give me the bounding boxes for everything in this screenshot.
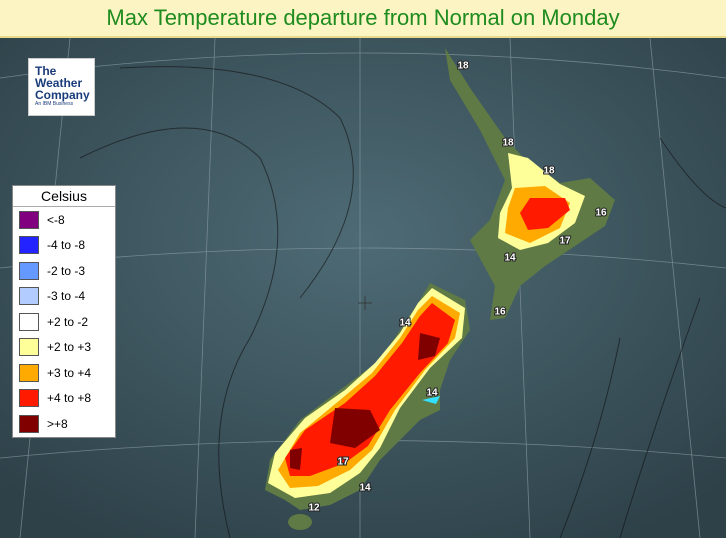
legend-swatch xyxy=(19,389,39,408)
legend-swatch xyxy=(19,363,39,382)
logo-tagline: An IBM Business xyxy=(35,101,74,107)
temperature-label: 17 xyxy=(559,236,571,247)
legend-item: +3 to +4 xyxy=(13,360,115,386)
legend-swatch xyxy=(19,312,39,331)
legend-swatch xyxy=(19,338,39,357)
temperature-label: 18 xyxy=(543,166,555,177)
legend-swatch xyxy=(19,414,39,433)
temperature-label: 14 xyxy=(426,388,438,399)
temperature-label: 17 xyxy=(337,457,349,468)
north-island xyxy=(445,48,615,320)
legend-swatch xyxy=(19,261,39,280)
logo-line: Weather xyxy=(35,76,83,90)
temperature-label: 16 xyxy=(494,307,506,318)
legend-title: Celsius xyxy=(13,186,115,207)
title: Max Temperature departure from Normal on… xyxy=(0,0,726,38)
temperature-label: 14 xyxy=(504,253,516,264)
legend-label: -3 to -4 xyxy=(47,289,86,304)
map: 18 18 18 16 17 14 16 14 14 17 14 12 xyxy=(0,38,726,538)
legend-item: -3 to -4 xyxy=(13,284,115,310)
legend-swatch xyxy=(19,287,39,306)
logo: The Weather Company An IBM Business xyxy=(28,58,95,116)
temperature-label: 18 xyxy=(457,61,469,72)
legend-item: >+8 xyxy=(13,411,115,437)
legend-item: +2 to -2 xyxy=(13,309,115,335)
temperature-label: 12 xyxy=(308,503,320,514)
legend-item: +4 to +8 xyxy=(13,386,115,412)
legend-label: -2 to -3 xyxy=(47,263,86,278)
legend-label: >+8 xyxy=(47,416,68,431)
temperature-label: 14 xyxy=(359,483,371,494)
legend-item: -4 to -8 xyxy=(13,233,115,259)
logo-line: The xyxy=(35,64,57,78)
logo-line: Company xyxy=(35,88,90,102)
legend-label: +4 to +8 xyxy=(47,391,92,406)
legend-swatch xyxy=(19,210,39,229)
legend-label: +2 to +3 xyxy=(47,340,92,355)
temperature-label: 16 xyxy=(595,208,607,219)
legend-item: -2 to -3 xyxy=(13,258,115,284)
south-island xyxy=(265,283,470,530)
temperature-label: 18 xyxy=(502,138,514,149)
legend-label: <-8 xyxy=(47,212,65,227)
legend-item: <-8 xyxy=(13,207,115,233)
crosshair xyxy=(358,296,372,310)
legend-label: +3 to +4 xyxy=(47,365,92,380)
legend-label: -4 to -8 xyxy=(47,238,86,253)
legend: Celsius <-8 -4 to -8 -2 to -3 -3 to -4 +2 to… xyxy=(12,185,116,438)
temperature-label: 14 xyxy=(399,318,411,329)
legend-label: +2 to -2 xyxy=(47,314,89,329)
contours xyxy=(79,66,726,538)
legend-item: +2 to +3 xyxy=(13,335,115,361)
legend-swatch xyxy=(19,236,39,255)
